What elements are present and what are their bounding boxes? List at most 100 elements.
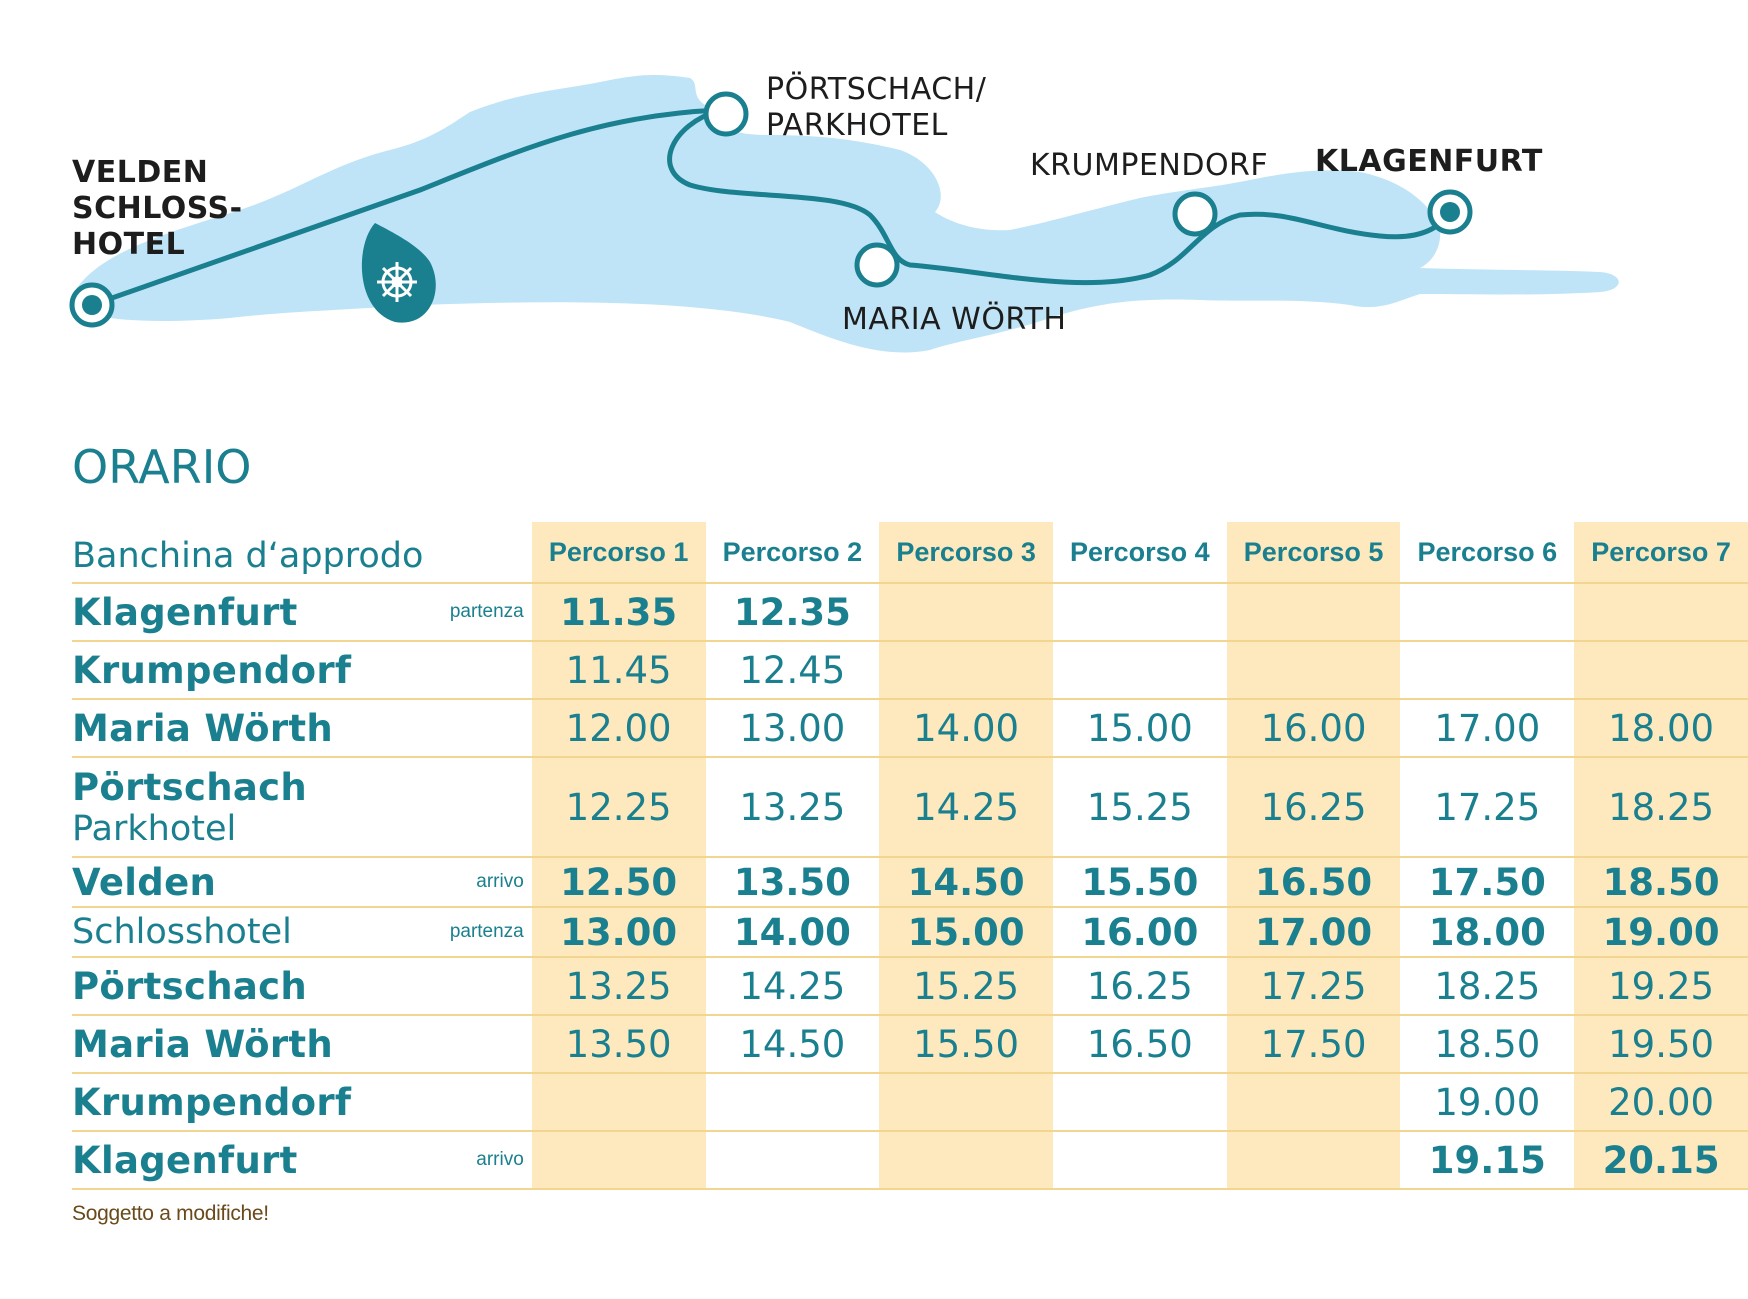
- time-cell: 14.00: [705, 907, 880, 958]
- time-cell: 17.25: [1226, 957, 1401, 1016]
- time-cell: 17.50: [1400, 857, 1575, 908]
- map-label-klagenfurt: KLAGENFURT: [1315, 144, 1543, 180]
- map-label-velden: VELDEN SCHLOSS- HOTEL: [72, 155, 243, 263]
- time-cell: 18.25: [1400, 957, 1575, 1016]
- time-cell: 17.50: [1226, 1015, 1401, 1074]
- stop-note: [449, 757, 532, 858]
- timetable-row: Krumpendorf 19.00 20.00: [72, 1073, 1748, 1132]
- time-cell: 13.25: [705, 757, 880, 858]
- time-cell: 12.35: [705, 583, 880, 642]
- time-cell: [705, 1073, 880, 1132]
- stop-cell: Krumpendorf: [72, 641, 450, 700]
- stop-cell: Velden: [72, 857, 450, 908]
- map-label-line: MARIA WÖRTH: [842, 302, 1067, 337]
- time-cell: 13.00: [531, 907, 706, 958]
- timetable-row: Maria Wörth 13.50 14.50 15.50 16.50 17.5…: [72, 1015, 1748, 1074]
- station-krumpendorf-icon: [1172, 191, 1218, 237]
- stop-note: [449, 957, 532, 1016]
- lake-shape: [70, 75, 1619, 353]
- stop-subname: Parkhotel: [72, 808, 237, 849]
- route-header: Percorso 5: [1226, 522, 1401, 584]
- stop-cell: Klagenfurt: [72, 583, 450, 642]
- time-cell: [879, 1073, 1053, 1132]
- time-cell: 19.15: [1400, 1131, 1575, 1190]
- stop-note: arrivo: [449, 857, 532, 908]
- header-row: Banchina d‘approdo Percorso 1 Percorso 2…: [72, 522, 1748, 584]
- map-label-poertschach: PÖRTSCHACH/ PARKHOTEL: [766, 72, 986, 144]
- time-cell: [1574, 641, 1748, 700]
- stop-name: Klagenfurt: [72, 590, 298, 634]
- time-cell: 18.50: [1400, 1015, 1575, 1074]
- route-header: Percorso 7: [1574, 522, 1748, 584]
- time-cell: 13.00: [705, 699, 880, 758]
- time-cell: 14.50: [879, 857, 1053, 908]
- route-header: Percorso 2: [705, 522, 880, 584]
- station-maria-woerth-icon: [854, 242, 900, 288]
- timetable-row: Pörtschach 13.25 14.25 15.25 16.25 17.25…: [72, 957, 1748, 1016]
- stop-name: Klagenfurt: [72, 1138, 298, 1182]
- time-cell: [1052, 1073, 1227, 1132]
- time-cell: 19.25: [1574, 957, 1748, 1016]
- map-label-line: HOTEL: [72, 227, 186, 262]
- stop-name: Krumpendorf: [72, 1080, 352, 1124]
- time-cell: 14.00: [879, 699, 1053, 758]
- time-cell: [1226, 1131, 1401, 1190]
- time-cell: 18.00: [1574, 699, 1748, 758]
- time-cell: 18.25: [1574, 757, 1748, 858]
- time-cell: 14.25: [705, 957, 880, 1016]
- map-label-line: KLAGENFURT: [1315, 144, 1543, 179]
- map-label-line: VELDEN: [72, 155, 209, 190]
- stop-note: partenza: [449, 907, 532, 958]
- map-label-line: SCHLOSS-: [72, 191, 243, 226]
- footnote: Soggetto a modifiche!: [72, 1202, 269, 1225]
- time-cell: 16.50: [1226, 857, 1401, 908]
- stop-note: arrivo: [449, 1131, 532, 1190]
- time-cell: 14.25: [879, 757, 1053, 858]
- time-cell: 17.00: [1226, 907, 1401, 958]
- time-cell: 16.25: [1052, 957, 1227, 1016]
- stop-cell: Maria Wörth: [72, 1015, 450, 1074]
- timetable-row: Klagenfurt partenza 11.35 12.35: [72, 583, 1748, 642]
- time-cell: [1226, 583, 1401, 642]
- stop-cell: Schlosshotel: [72, 907, 450, 958]
- time-cell: 14.50: [705, 1015, 880, 1074]
- stop-name: Maria Wörth: [72, 1022, 334, 1066]
- stop-name: Krumpendorf: [72, 648, 352, 692]
- time-cell: 19.50: [1574, 1015, 1748, 1074]
- time-cell: [1226, 641, 1401, 700]
- time-cell: 12.45: [705, 641, 880, 700]
- time-cell: 11.35: [531, 583, 706, 642]
- timetable: Banchina d‘approdo Percorso 1 Percorso 2…: [72, 522, 1748, 1190]
- time-cell: [879, 583, 1053, 642]
- time-cell: 16.25: [1226, 757, 1401, 858]
- timetable-row: Klagenfurt arrivo 19.15 20.15: [72, 1131, 1748, 1190]
- route-header: Percorso 4: [1052, 522, 1227, 584]
- timetable-title: ORARIO: [72, 440, 252, 494]
- time-cell: 20.15: [1574, 1131, 1748, 1190]
- station-klagenfurt-icon: [1427, 189, 1473, 235]
- lake-route-map: [69, 75, 1619, 353]
- stop-note: [449, 1015, 532, 1074]
- time-cell: 18.00: [1400, 907, 1575, 958]
- stop-name: Pörtschach: [72, 765, 308, 809]
- time-cell: [1052, 583, 1227, 642]
- time-cell: [531, 1073, 706, 1132]
- time-cell: [1400, 583, 1575, 642]
- time-cell: 16.00: [1226, 699, 1401, 758]
- time-cell: 11.45: [531, 641, 706, 700]
- timetable-row: Velden arrivo 12.50 13.50 14.50 15.50 16…: [72, 857, 1748, 908]
- time-cell: 15.50: [879, 1015, 1053, 1074]
- timetable-row: Maria Wörth 12.00 13.00 14.00 15.00 16.0…: [72, 699, 1748, 758]
- time-cell: [1052, 1131, 1227, 1190]
- time-cell: 13.50: [531, 1015, 706, 1074]
- stop-subname: Schlosshotel: [72, 912, 292, 952]
- time-cell: 12.50: [531, 857, 706, 908]
- time-cell: 16.50: [1052, 1015, 1227, 1074]
- map-label-line: PÖRTSCHACH/: [766, 72, 987, 107]
- stop-cell: Klagenfurt: [72, 1131, 450, 1190]
- time-cell: [1574, 583, 1748, 642]
- time-cell: 18.50: [1574, 857, 1748, 908]
- station-poertschach-icon: [703, 91, 749, 137]
- time-cell: 15.25: [1052, 757, 1227, 858]
- time-cell: 12.25: [531, 757, 706, 858]
